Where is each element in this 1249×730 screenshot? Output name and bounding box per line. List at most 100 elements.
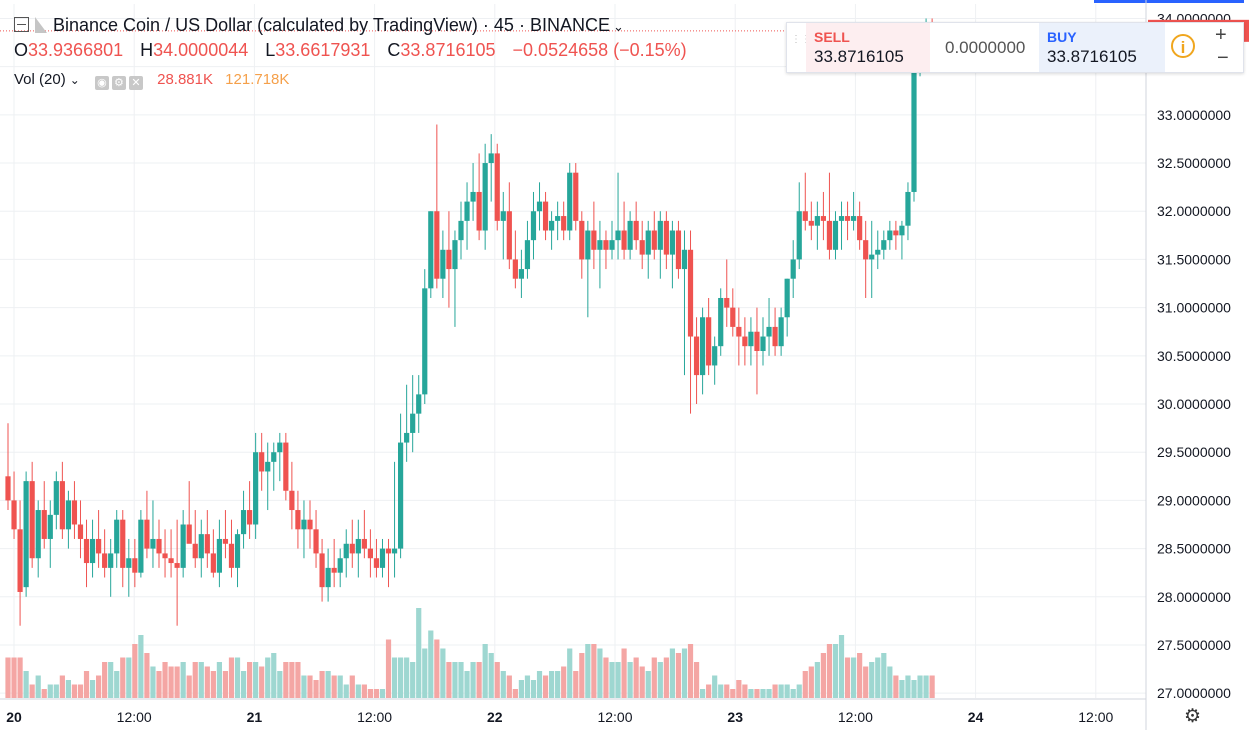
candle-body — [247, 510, 253, 525]
volume-bar — [802, 671, 808, 698]
volume-bar — [687, 644, 694, 698]
candle-body — [446, 249, 452, 270]
candle-body — [518, 269, 524, 279]
candle-body — [385, 548, 392, 554]
volume-bar — [796, 684, 802, 698]
volume-bar — [17, 657, 23, 698]
candle-body — [391, 548, 398, 554]
volume-ma-value: 121.718K — [225, 71, 290, 88]
candle-body — [410, 413, 416, 433]
zoom-in-button[interactable]: + — [1215, 24, 1227, 46]
volume-bar — [494, 662, 500, 698]
chevron-down-icon[interactable]: ⌄ — [69, 73, 80, 87]
volume-bar — [265, 657, 271, 698]
volume-label[interactable]: Vol (20) — [14, 71, 66, 88]
volume-bar — [603, 657, 609, 698]
volume-bar — [349, 675, 355, 698]
y-tick-label: 27.0000000 — [1157, 685, 1231, 701]
volume-bar — [633, 657, 639, 698]
buy-button[interactable]: BUY 33.8716105 — [1039, 23, 1165, 72]
change-value: −0.0524658 (−0.15%) — [512, 40, 687, 60]
candle-body — [561, 216, 567, 231]
volume-bar — [398, 657, 404, 698]
candle-body — [736, 326, 742, 337]
chart-settings-gear-icon[interactable]: ⚙ — [1184, 706, 1202, 727]
volume-bar — [784, 684, 790, 698]
volume-bar — [911, 680, 917, 698]
candle-body — [192, 543, 198, 559]
volume-bar — [295, 662, 301, 698]
sell-button[interactable]: SELL 33.8716105 — [806, 23, 930, 72]
volume-bar — [422, 648, 428, 698]
buy-price: 33.8716105 — [1047, 47, 1137, 66]
candle-body — [851, 216, 857, 221]
close-icon[interactable]: ✕ — [128, 76, 143, 90]
volume-bar — [162, 662, 168, 698]
volume-bar — [247, 662, 253, 698]
volume-bar — [730, 689, 736, 698]
candle-body — [832, 220, 839, 250]
volume-bar — [114, 671, 120, 698]
candle-body — [863, 240, 869, 260]
volume-legend: Vol (20) ⌄ ◉ ⚙ ✕ 28.881K 121.718K — [14, 71, 289, 90]
candle-body — [802, 211, 808, 221]
candle-body — [144, 519, 150, 549]
open-label: O — [14, 40, 29, 60]
volume-bar — [319, 671, 325, 698]
x-tick-label: 20 — [6, 709, 22, 725]
candle-body — [5, 476, 11, 501]
info-icon[interactable]: i — [1171, 34, 1195, 58]
collapse-legend-icon[interactable] — [14, 17, 29, 32]
candle-body — [706, 317, 712, 366]
volume-bar — [253, 662, 259, 698]
candle-body — [808, 220, 814, 226]
volume-bar — [228, 657, 235, 698]
volume-bar — [132, 644, 138, 698]
volume-bar — [742, 684, 748, 698]
candle-body — [416, 394, 422, 414]
symbol-title[interactable]: Binance Coin / US Dollar (calculated by … — [53, 15, 478, 35]
drag-handle-icon[interactable]: ⋮⋮ — [791, 34, 811, 45]
volume-bar — [639, 666, 645, 698]
candle-body — [754, 331, 760, 351]
zoom-out-button[interactable]: − — [1217, 47, 1229, 69]
volume-bar — [561, 666, 567, 698]
volume-bar — [500, 671, 506, 698]
volume-bar — [524, 675, 531, 698]
chevron-down-icon[interactable]: ⌄ — [612, 19, 624, 34]
candle-body — [77, 524, 84, 539]
exchange-label[interactable]: BINANCE — [529, 15, 610, 35]
candle-body — [790, 259, 796, 279]
trade-panel: ⋮⋮ SELL 33.8716105 0.0000000 BUY 33.8716… — [786, 22, 1244, 73]
candle-body — [319, 553, 325, 588]
candle-body — [307, 519, 313, 530]
volume-bar — [851, 657, 857, 698]
candle-body — [404, 432, 410, 443]
candle-body — [313, 529, 319, 554]
volume-bar — [428, 630, 434, 698]
y-tick-label: 31.5000000 — [1157, 251, 1231, 267]
volume-bar — [512, 689, 518, 698]
volume-bar — [355, 684, 361, 698]
candle-body — [700, 317, 706, 376]
candle-body — [428, 211, 434, 289]
candle-body — [41, 510, 47, 539]
volume-bar — [89, 680, 96, 698]
candle-body — [627, 220, 633, 250]
candle-body — [536, 201, 543, 212]
volume-bar — [325, 671, 331, 698]
candle-body — [470, 191, 476, 202]
candle-body — [253, 452, 259, 525]
candle-body — [506, 211, 512, 260]
volume-bar — [168, 666, 174, 698]
interval-label[interactable]: 45 — [493, 15, 514, 35]
volume-value: 28.881K — [157, 71, 213, 88]
candle-body — [597, 240, 603, 250]
eye-icon[interactable]: ◉ — [94, 76, 109, 90]
volume-bar — [373, 689, 380, 698]
volume-bar — [693, 662, 700, 698]
gear-icon[interactable]: ⚙ — [111, 76, 126, 90]
y-tick-label: 27.5000000 — [1157, 637, 1231, 653]
volume-bar — [542, 675, 549, 698]
